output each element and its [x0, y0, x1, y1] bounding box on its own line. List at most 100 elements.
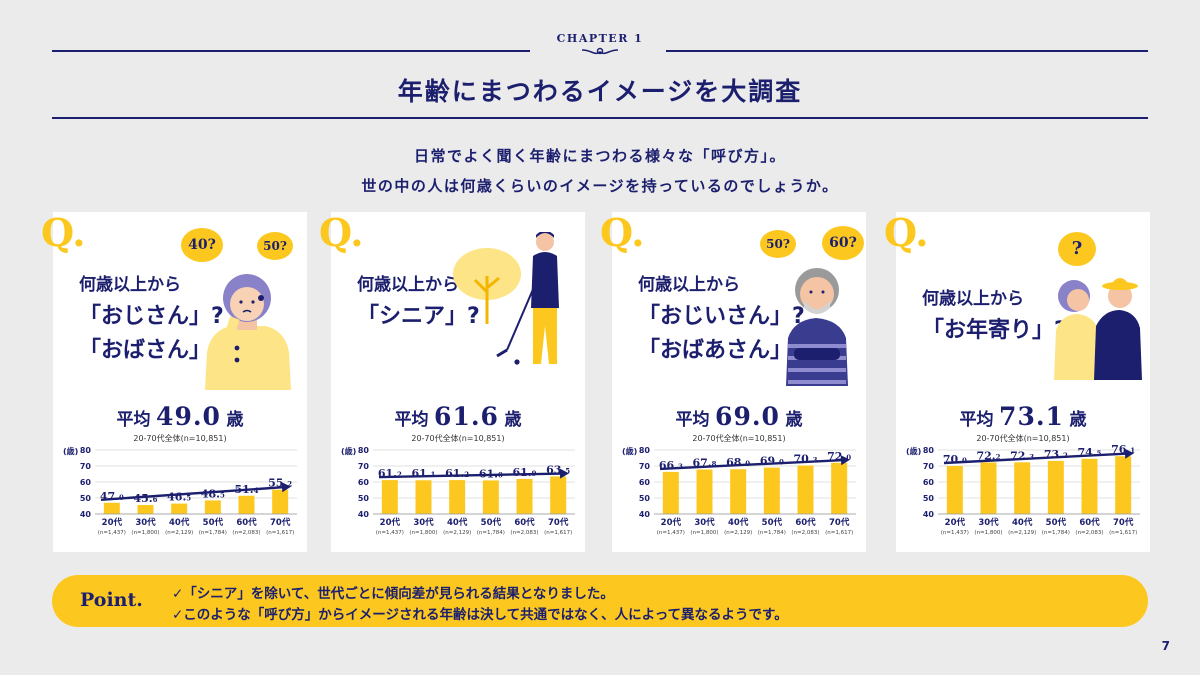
bar	[482, 480, 499, 514]
header-rule-bottom	[52, 117, 1148, 119]
question-small: 何歳以上から	[79, 275, 181, 295]
bar-value-label: 47.0	[100, 490, 124, 503]
x-sample-label: (n=2,083)	[1075, 530, 1103, 536]
x-tick-label: 30代	[135, 517, 156, 528]
y-tick-label: 60	[80, 478, 92, 487]
sample-base: 20-70代全体(n=10,851)	[692, 434, 786, 443]
question-term-1: 「おじいさん」?	[638, 304, 805, 329]
y-tick-label: 50	[358, 494, 370, 503]
bar-value-dec: 3	[1029, 452, 1034, 461]
q-mark: Q.	[884, 210, 929, 255]
sample-base: 20-70代全体(n=10,851)	[133, 434, 227, 443]
question-term-1: 「シニア」?	[357, 304, 480, 329]
y-tick-label: 80	[358, 446, 370, 455]
sample-base: 20-70代全体(n=10,851)	[411, 434, 505, 443]
trend-arrow-line	[659, 458, 845, 471]
bar-value-dec: 1	[1130, 446, 1135, 455]
question-card-ojisan: Q. 何歳以上から 「おじさん」? 「おばさん」? 40? 50? 平均 49.…	[41, 210, 307, 552]
bar-value-label: 46.5	[167, 491, 191, 504]
question-card-senior: Q. 何歳以上から 「シニア」? 平均 61.6 歳 20-70代全体(n=10…	[319, 210, 585, 552]
average-value: 平均 69.0 歳	[612, 402, 866, 431]
bar-value-label: 70.3	[793, 453, 817, 466]
x-sample-label: (n=1,437)	[941, 530, 969, 536]
x-sample-label: (n=1,437)	[657, 530, 685, 536]
header-rule-right	[666, 50, 1148, 52]
x-tick-label: 50代	[203, 517, 224, 528]
question-text: 何歳以上から 「シニア」?	[357, 270, 480, 334]
average-value: 平均 61.6 歳	[331, 402, 585, 431]
chapter-header: CHAPTER 1 年齢にまつわるイメージを大調査	[52, 28, 1148, 123]
bar	[171, 503, 188, 514]
x-tick-label: 70代	[270, 517, 291, 528]
bar-value-dec: 1	[431, 470, 436, 479]
bar-value-dec: 8	[712, 460, 717, 469]
trend-arrow-head	[840, 455, 850, 466]
average-unit: 歳	[1069, 410, 1087, 430]
bar-value-int: 61.	[512, 466, 531, 479]
bar	[550, 476, 567, 514]
y-tick-label: 50	[80, 494, 92, 503]
intro-line-1: 日常でよく聞く年齢にまつわる様々な「呼び方」。	[413, 147, 786, 165]
bar-value-int: 68.	[726, 456, 745, 469]
intro-line-2: 世の中の人は何歳くらいのイメージを持っているのでしょうか。	[361, 177, 839, 195]
bar-value-int: 48.	[201, 487, 220, 500]
average-label: 平均	[675, 410, 710, 430]
bar-value-int: 73.	[1044, 448, 1063, 461]
bar-value-dec: 2	[1063, 451, 1068, 460]
y-tick-label: 50	[639, 494, 651, 503]
y-tick-label: 40	[639, 510, 651, 519]
x-sample-label: (n=1,617)	[1109, 530, 1137, 536]
y-tick-label: 70	[639, 462, 651, 471]
x-tick-label: 60代	[236, 517, 257, 528]
x-sample-label: (n=1,437)	[98, 530, 126, 536]
page-number: 7	[1161, 639, 1170, 653]
x-sample-label: (n=2,129)	[724, 530, 752, 536]
flourish-ornament	[581, 47, 619, 55]
bar	[1115, 456, 1132, 514]
y-tick-label: 70	[923, 462, 935, 471]
x-tick-label: 70代	[829, 517, 850, 528]
bar	[946, 466, 963, 514]
bar	[449, 480, 466, 514]
question-card-ojiisan: Q. 何歳以上から 「おじいさん」? 「おばあさん」? 50? 60? 平均 6…	[600, 210, 866, 552]
average-number: 61.6	[434, 402, 499, 431]
header-rule-left	[52, 50, 530, 52]
average-label: 平均	[959, 410, 994, 430]
bar-value-dec: 2	[996, 452, 1001, 461]
y-tick-label: 60	[923, 478, 935, 487]
bar-value-dec: 3	[678, 462, 683, 471]
x-tick-label: 50代	[762, 517, 783, 528]
bar	[103, 502, 120, 514]
y-axis-label: (歳)	[906, 446, 921, 456]
bar-value-label: 61.9	[512, 466, 536, 479]
x-tick-label: 20代	[661, 517, 682, 528]
x-tick-label: 30代	[413, 517, 434, 528]
x-tick-label: 30代	[694, 517, 715, 528]
golfer-illustration	[453, 232, 559, 365]
y-axis-label: (歳)	[341, 446, 356, 456]
average-number: 69.0	[715, 402, 780, 431]
bar-value-int: 45.	[133, 492, 152, 505]
speech-bubble: 50?	[760, 230, 796, 258]
trend-arrow-line	[943, 452, 1129, 465]
average-unit: 歳	[504, 410, 522, 430]
y-tick-label: 80	[923, 446, 935, 455]
bar	[516, 478, 533, 514]
x-tick-label: 30代	[978, 517, 999, 528]
question-small: 何歳以上から	[638, 275, 740, 295]
x-tick-label: 60代	[1079, 517, 1100, 528]
y-axis-label: (歳)	[63, 446, 78, 456]
x-sample-label: (n=2,129)	[1008, 530, 1036, 536]
x-tick-label: 40代	[728, 517, 749, 528]
speech-bubble: 40?	[181, 228, 223, 262]
question-card-otoshiyori: Q. 何歳以上から 「お年寄り」? ? 平均 73.1 歳 20-70代全体(n…	[884, 210, 1150, 552]
x-tick-label: 50代	[481, 517, 502, 528]
bar	[730, 469, 747, 514]
bar-value-int: 46.	[167, 491, 186, 504]
bar	[831, 462, 848, 514]
average-number: 73.1	[999, 402, 1064, 431]
bar	[415, 480, 432, 514]
trend-arrow-head	[281, 482, 291, 493]
trend-arrow-line	[378, 472, 564, 479]
bar	[763, 467, 780, 514]
